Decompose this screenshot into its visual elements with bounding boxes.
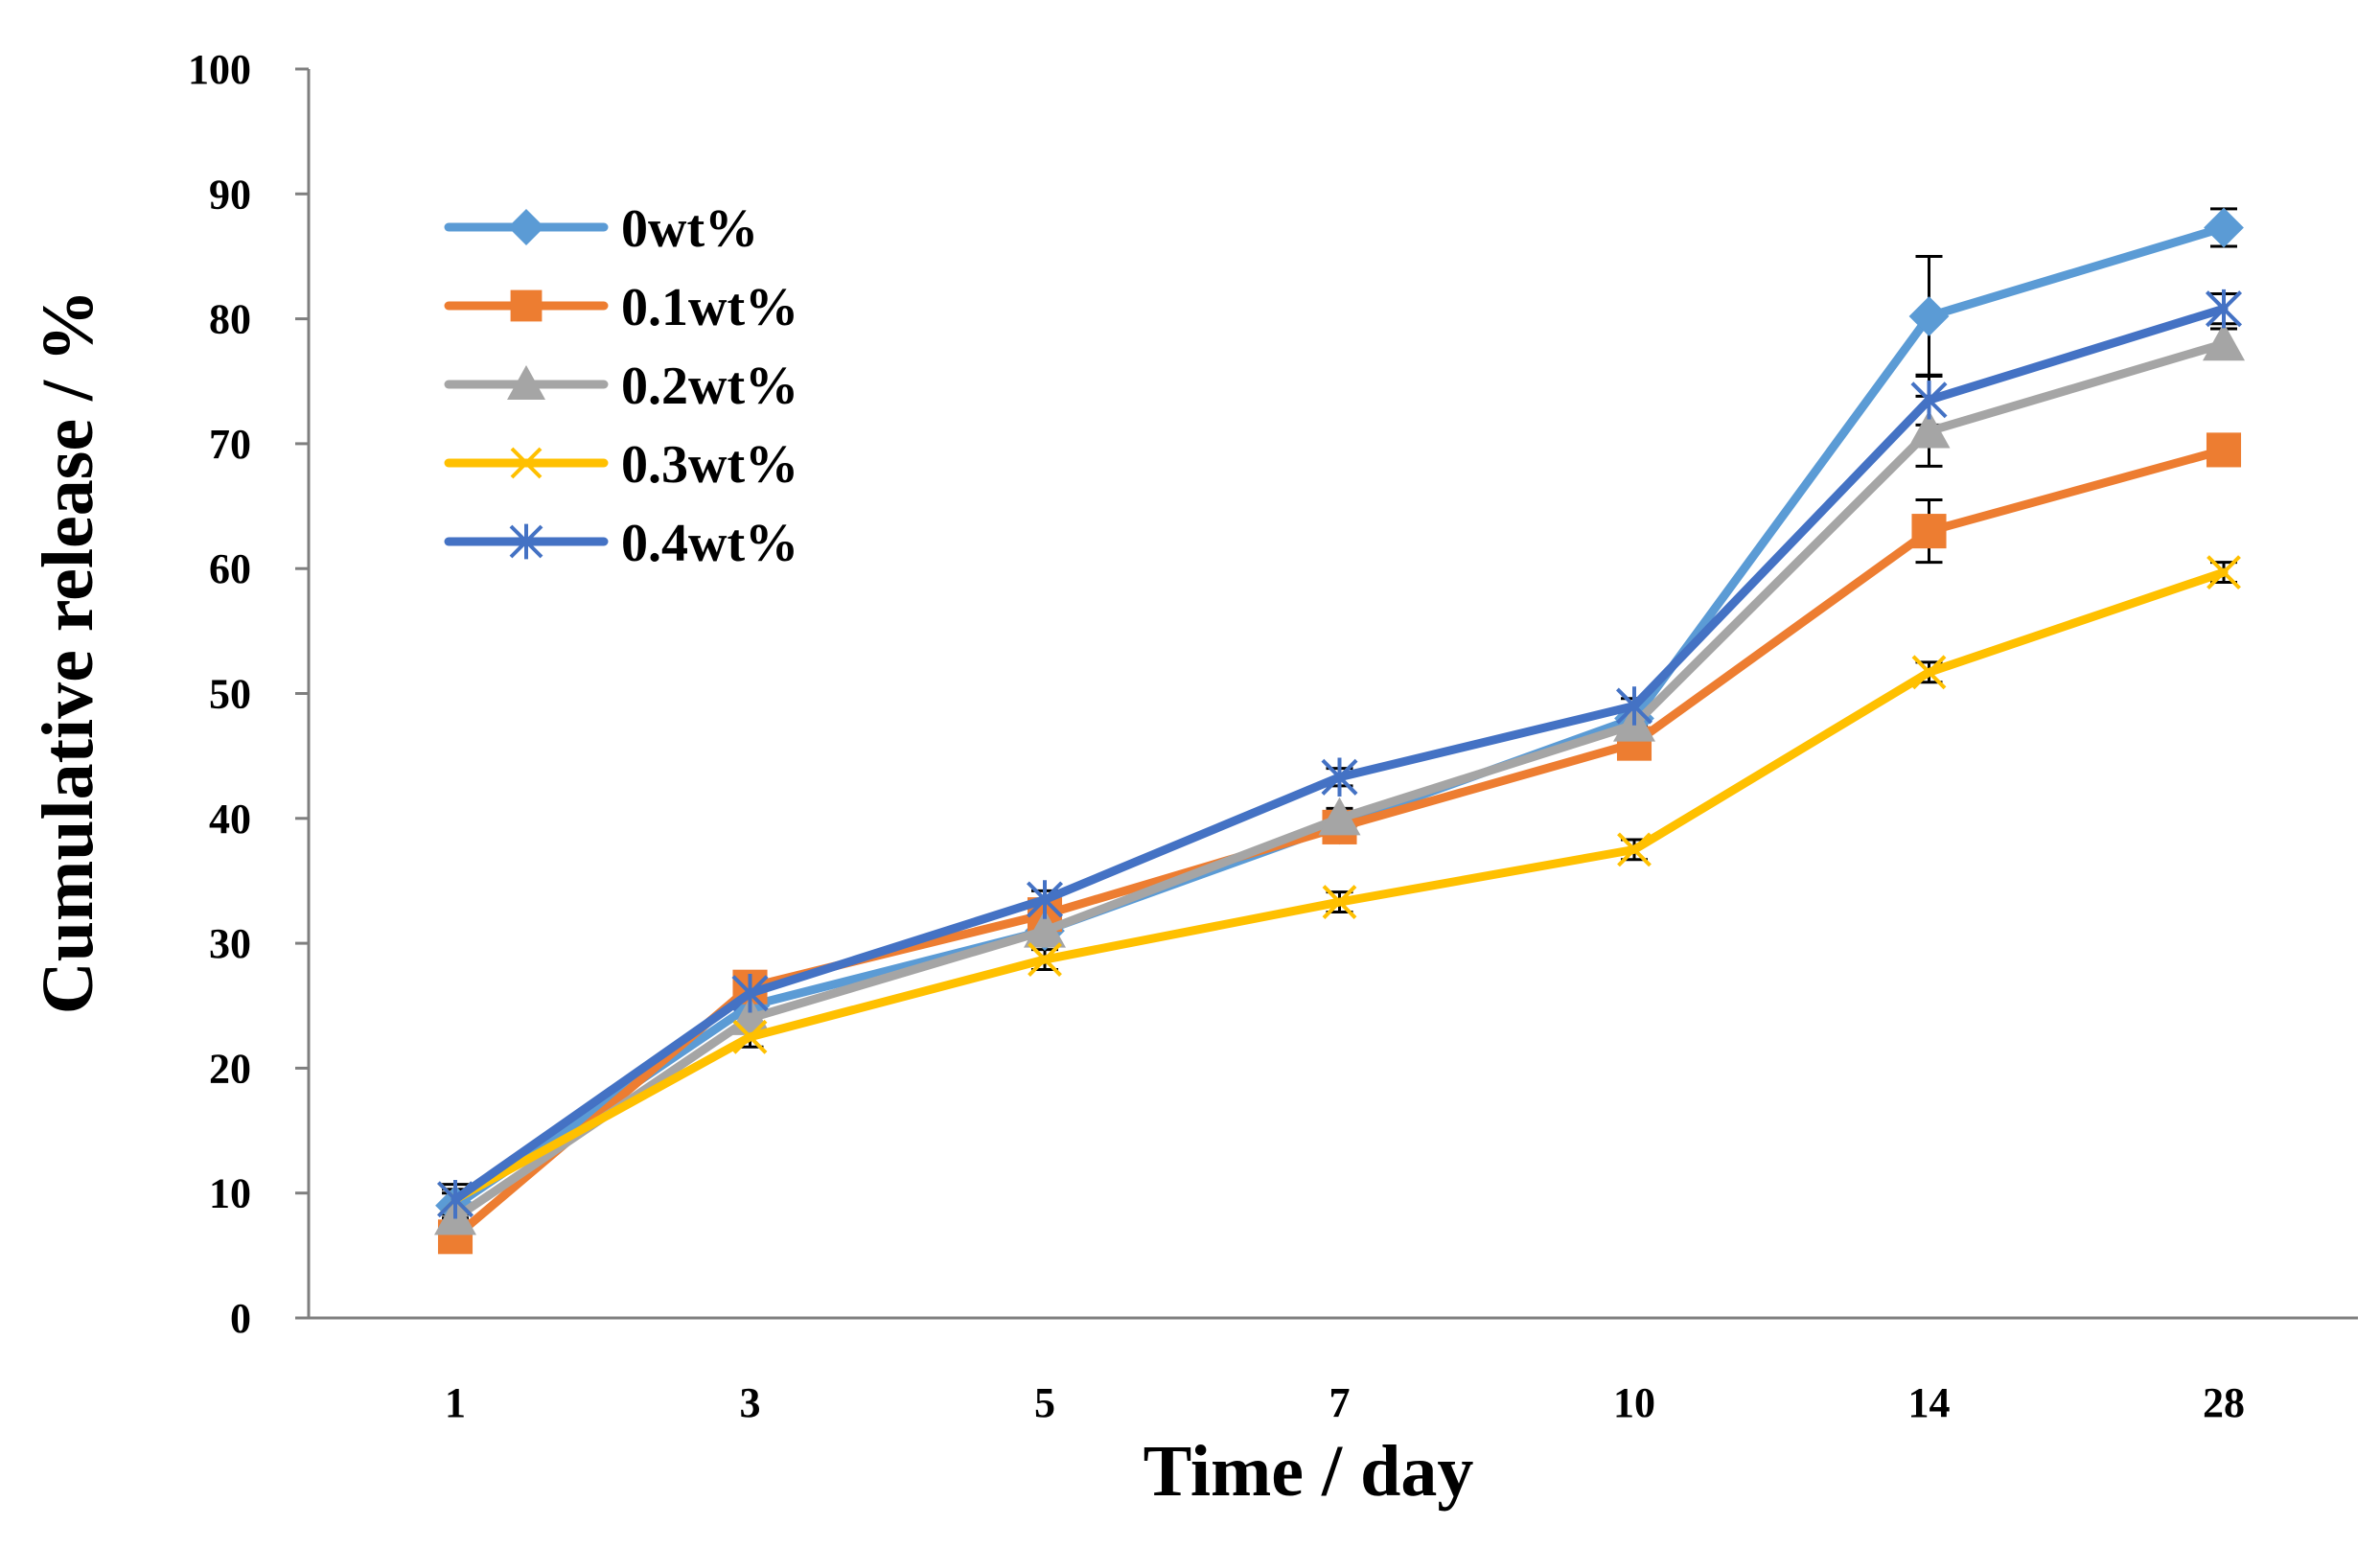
- series-group: [434, 207, 2245, 1255]
- data-point: [1024, 910, 1066, 948]
- y-tick-label: 90: [209, 171, 251, 218]
- legend-label: 0.4wt%: [621, 514, 798, 573]
- data-point: [2207, 555, 2241, 590]
- legend-item: 0.1wt%: [444, 278, 798, 337]
- x-tick-label: 7: [1329, 1379, 1351, 1426]
- data-point: [2205, 289, 2243, 329]
- y-tick-label: 80: [209, 296, 251, 343]
- series-4: [436, 289, 2243, 1219]
- y-tick-label: 0: [230, 1295, 251, 1342]
- y-tick-label: 100: [188, 46, 251, 93]
- y-tick-label: 60: [209, 545, 251, 592]
- data-point: [1911, 514, 1947, 549]
- x-axis-title: Time / day: [1144, 1431, 1474, 1512]
- legend-marker: [510, 447, 543, 479]
- y-axis-title: Cumulative release / %: [28, 289, 108, 1014]
- tick-labels: 0 10 20 30 40 50 60 70 80 90 100 1 3 5 7 10 14 28: [188, 46, 2245, 1426]
- data-point: [1028, 942, 1062, 977]
- data-point: [1322, 885, 1357, 920]
- x-tick-label: 10: [1613, 1379, 1655, 1426]
- data-point: [1910, 381, 1948, 420]
- data-point: [1615, 686, 1653, 726]
- y-tick-label: 20: [209, 1045, 251, 1092]
- data-point: [2204, 207, 2244, 248]
- legend-marker: [507, 365, 545, 400]
- series-line: [451, 567, 2229, 1204]
- data-point: [732, 1019, 768, 1054]
- axes: [295, 67, 2358, 1320]
- y-tick-label: 70: [209, 421, 251, 468]
- y-tick-label: 30: [209, 920, 251, 967]
- data-point: [1911, 655, 1947, 690]
- legend-marker: [510, 289, 543, 322]
- data-point: [436, 1179, 474, 1219]
- x-tick-label: 1: [445, 1379, 466, 1426]
- data-point: [1318, 797, 1361, 836]
- legend-item: 0.3wt%: [444, 435, 798, 495]
- data-point: [1908, 296, 1950, 336]
- legend: 0wt% 0.1wt% 0.2wt% 0.3wt% 0.4wt%: [444, 199, 798, 573]
- legend-item: 0.4wt%: [444, 514, 798, 573]
- legend-marker: [509, 523, 543, 560]
- x-tick-label: 3: [740, 1379, 761, 1426]
- data-point: [1026, 880, 1064, 919]
- data-point: [1617, 832, 1652, 867]
- legend-item: 0wt%: [444, 199, 758, 259]
- data-point: [1907, 409, 1951, 449]
- y-tick-label: 50: [209, 671, 251, 718]
- x-tick-label: 28: [2203, 1379, 2245, 1426]
- data-point: [731, 973, 769, 1013]
- data-point: [2206, 432, 2242, 468]
- y-tick-label: 40: [209, 796, 251, 843]
- legend-label: 0.3wt%: [621, 435, 798, 495]
- legend-label: 0.1wt%: [621, 278, 798, 337]
- legend-label: 0.2wt%: [621, 357, 798, 416]
- y-tick-label: 10: [209, 1170, 251, 1217]
- legend-item: 0.2wt%: [444, 357, 798, 416]
- x-tick-label: 5: [1034, 1379, 1055, 1426]
- data-point: [1321, 757, 1358, 797]
- data-point: [2203, 322, 2245, 361]
- x-tick-label: 14: [1908, 1379, 1951, 1426]
- legend-marker: [508, 209, 544, 245]
- legend-label: 0wt%: [621, 199, 758, 259]
- series-3: [438, 555, 2241, 1217]
